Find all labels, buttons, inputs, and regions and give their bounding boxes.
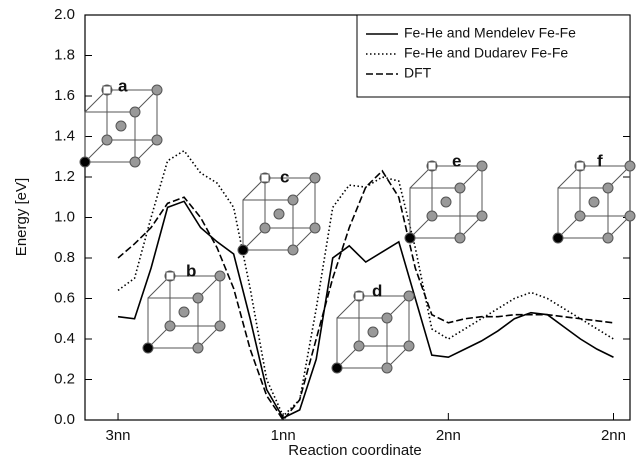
x-tick-label: 1nn: [271, 427, 296, 444]
vacancy: [354, 291, 364, 301]
y-tick-label: 0.6: [54, 289, 75, 306]
atom: [115, 120, 127, 132]
legend-label: Fe-He and Dudarev Fe-Fe: [404, 45, 568, 61]
atom: [403, 340, 415, 352]
he-atom: [332, 363, 342, 373]
inset-cube: [237, 172, 321, 256]
inset-label: b: [186, 261, 196, 280]
y-tick-label: 0.0: [54, 411, 75, 428]
inset-label: d: [372, 281, 382, 300]
atom: [151, 134, 163, 146]
atom: [309, 222, 321, 234]
he-atom: [143, 343, 153, 353]
atom: [129, 106, 141, 118]
atom: [440, 196, 452, 208]
vacancy: [575, 161, 585, 171]
atom: [164, 320, 176, 332]
atom: [287, 194, 299, 206]
series-line: [117, 149, 614, 418]
y-tick-label: 1.6: [54, 87, 75, 104]
atom: [454, 232, 466, 244]
atom: [353, 340, 365, 352]
inset-cube: [142, 270, 226, 354]
y-tick-label: 2.0: [54, 6, 75, 23]
he-atom: [553, 233, 563, 243]
he-atom: [80, 157, 90, 167]
y-tick-label: 1.0: [54, 208, 75, 225]
x-axis-label: Reaction coordinate: [288, 442, 421, 459]
y-tick-label: 1.8: [54, 46, 75, 63]
atom: [476, 210, 488, 222]
atom: [367, 326, 379, 338]
inset-cube: [404, 160, 488, 244]
atom: [259, 222, 271, 234]
atom: [624, 160, 636, 172]
inset-cube: [79, 84, 163, 168]
x-tick-label: 3nn: [106, 427, 131, 444]
atom: [454, 182, 466, 194]
y-tick-label: 1.2: [54, 168, 75, 185]
atom: [151, 84, 163, 96]
legend-label: DFT: [404, 65, 432, 81]
atom: [287, 244, 299, 256]
x-tick-label: 2nn: [436, 427, 461, 444]
y-tick-label: 1.4: [54, 127, 75, 144]
atom: [129, 156, 141, 168]
y-tick-label: 0.2: [54, 370, 75, 387]
he-atom: [238, 245, 248, 255]
vacancy: [427, 161, 437, 171]
atom: [602, 182, 614, 194]
atom: [588, 196, 600, 208]
atom: [624, 210, 636, 222]
atom: [381, 362, 393, 374]
atom: [602, 232, 614, 244]
legend-box: [356, 14, 631, 98]
inset-label: f: [597, 151, 603, 170]
series-line: [117, 200, 614, 420]
vacancy: [165, 271, 175, 281]
atom: [476, 160, 488, 172]
inset-label: a: [118, 76, 128, 95]
atom: [309, 172, 321, 184]
atom: [178, 306, 190, 318]
inset-label: e: [452, 151, 461, 170]
atom: [101, 134, 113, 146]
x-tick-label: 2nn: [601, 427, 626, 444]
atom: [381, 312, 393, 324]
y-axis-label: Energy [eV]: [13, 178, 30, 256]
y-tick-label: 0.8: [54, 249, 75, 266]
atom: [214, 320, 226, 332]
atom: [214, 270, 226, 282]
atom: [273, 208, 285, 220]
atom: [403, 290, 415, 302]
vacancy: [102, 85, 112, 95]
inset-label: c: [280, 167, 289, 186]
y-tick-label: 0.4: [54, 330, 75, 347]
atom: [192, 292, 204, 304]
he-atom: [405, 233, 415, 243]
legend-label: Fe-He and Mendelev Fe-Fe: [404, 25, 576, 41]
inset-cube: [331, 290, 415, 374]
atom: [192, 342, 204, 354]
atom: [426, 210, 438, 222]
series-line: [117, 169, 614, 422]
inset-cube: [552, 160, 636, 244]
vacancy: [260, 173, 270, 183]
atom: [574, 210, 586, 222]
